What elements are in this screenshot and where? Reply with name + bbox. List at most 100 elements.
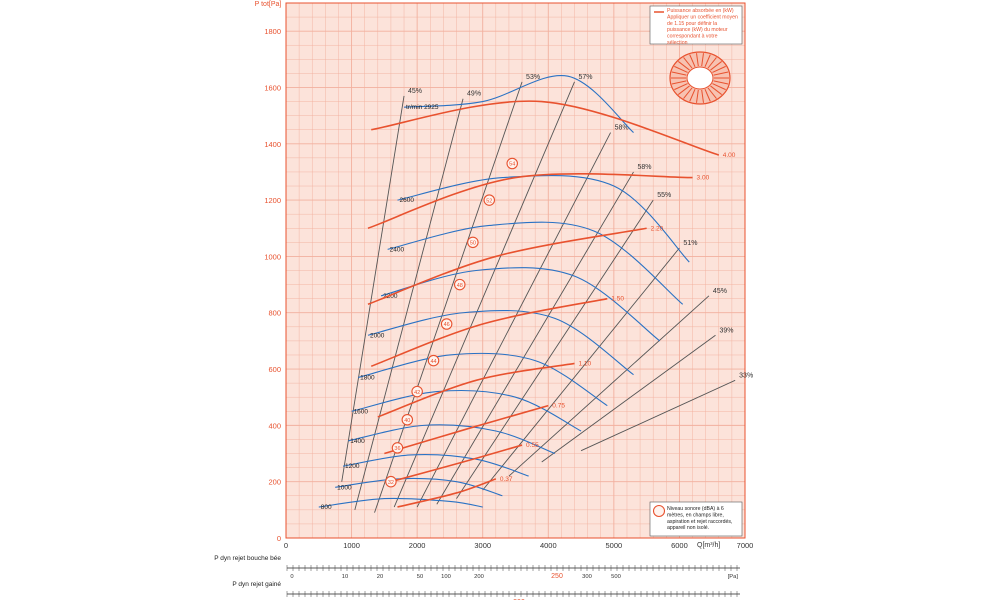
power-label: 3.00 [697,175,710,182]
noise-marker [483,194,496,206]
x-tick-label: 4000 [540,541,557,550]
speed-label: 2000 [370,332,385,339]
noise-label: 54 [509,162,515,168]
power-curve [371,100,720,156]
scale-tick-label: 200 [474,574,484,580]
noise-marker [411,385,423,398]
power-label: 4.00 [723,152,736,159]
power-label: 1.10 [579,360,592,367]
fan-blade [704,89,711,102]
efficiency-line [341,95,405,482]
power-label: 0.37 [500,476,513,483]
x-tick-label: 0 [284,541,288,550]
power-legend-box [649,5,743,45]
efficiency-line [436,171,634,505]
speed-curve [348,424,556,455]
x-tick-label: 2000 [409,541,426,550]
power-curve [397,478,497,508]
fan-blade [704,54,711,67]
noise-label: 36 [394,446,400,452]
fan-blade [683,57,693,69]
y-tick-label: 1400 [264,140,281,149]
noise-label: 32 [388,480,394,486]
scale-label: P dyn rejet bouche bée [214,555,281,562]
scale-highlight-value: 250 [551,573,563,580]
speed-curve [357,352,608,407]
speed-curve [367,309,634,376]
fan-blade [701,53,704,67]
fan-blade [710,61,723,71]
efficiency-line [416,132,611,508]
power-curve [367,173,693,230]
speed-curve [403,74,634,133]
efficiency-line [354,98,464,510]
fan-blade [713,71,729,76]
power-label: 2.20 [651,225,664,232]
efficiency-label: 45% [408,88,422,95]
y-tick-label: 1800 [264,27,281,36]
dynamic-pressure-scale [286,565,740,571]
power-curve [390,444,523,483]
scale-tick-label: 0 [290,574,293,580]
fan-blade [689,54,696,67]
efficiency-line [456,199,654,499]
speed-label: 1800 [360,375,375,382]
noise-marker [440,318,453,330]
speed-curve [318,497,483,508]
power-curve [384,404,549,455]
noise-marker [427,354,440,367]
fan-blade [671,80,687,85]
y-tick-label: 800 [268,309,281,318]
fan-blade [713,80,729,85]
x-tick-label: 3000 [474,541,491,550]
noise-legend: Niveau sonore (dBA) à 6 mètres, en champs… [649,501,743,537]
x-tick-label: 7000 [737,541,754,550]
scale-tick-label: 100 [441,574,451,580]
power-label: 1.50 [611,296,624,303]
speed-curve [335,477,503,497]
efficiency-label: 51% [683,240,697,247]
y-tick-label: 400 [268,421,281,430]
noise-label: 44 [430,359,436,365]
fan-blade [707,87,717,99]
speed-curve [342,454,529,477]
noise-label: 50 [470,241,476,247]
scale-tick-label: 20 [377,574,383,580]
y-tick-label: 200 [268,478,281,487]
noise-legend-box [649,501,743,537]
power-label: 0.75 [552,403,565,410]
fan-blade [677,61,690,71]
power-legend: Puissance absorbée en (kW) Appliquer un c… [649,5,743,46]
noise-label: 52 [486,198,492,204]
efficiency-line [482,247,680,491]
efficiency-label: 53% [526,74,540,81]
fan-wheel-icon [669,51,731,105]
fan-blade [683,87,693,99]
efficiency-label: 58% [638,164,652,171]
speed-label: 2200 [383,293,398,300]
scale-unit: [Pa] [728,574,739,580]
efficiency-label: 39% [719,327,733,334]
efficiency-line [541,334,716,463]
scale-tick-label: 50 [417,574,423,580]
speed-curve [387,221,684,305]
efficiency-line [508,295,710,477]
x-tick-label: 5000 [606,541,623,550]
efficiency-label: 57% [579,74,593,81]
noise-legend-text: Niveau sonore (dBA) à 6 mètres, en champs… [667,506,732,531]
noise-label: 48 [457,283,463,289]
efficiency-label: 55% [657,192,671,199]
speed-label: 1600 [354,408,369,415]
fan-blade [677,85,690,95]
noise-label: 46 [444,322,450,328]
efficiency-line [580,379,736,452]
fan-blade [674,83,688,91]
fan-blade [696,53,699,67]
power-curve [367,227,647,306]
power-curve [377,362,575,418]
power-label: 0.55 [526,442,539,449]
speed-label: 1200 [345,463,360,470]
speed-curve [397,174,690,263]
fan-blade [696,89,699,103]
efficiency-line [393,81,575,508]
